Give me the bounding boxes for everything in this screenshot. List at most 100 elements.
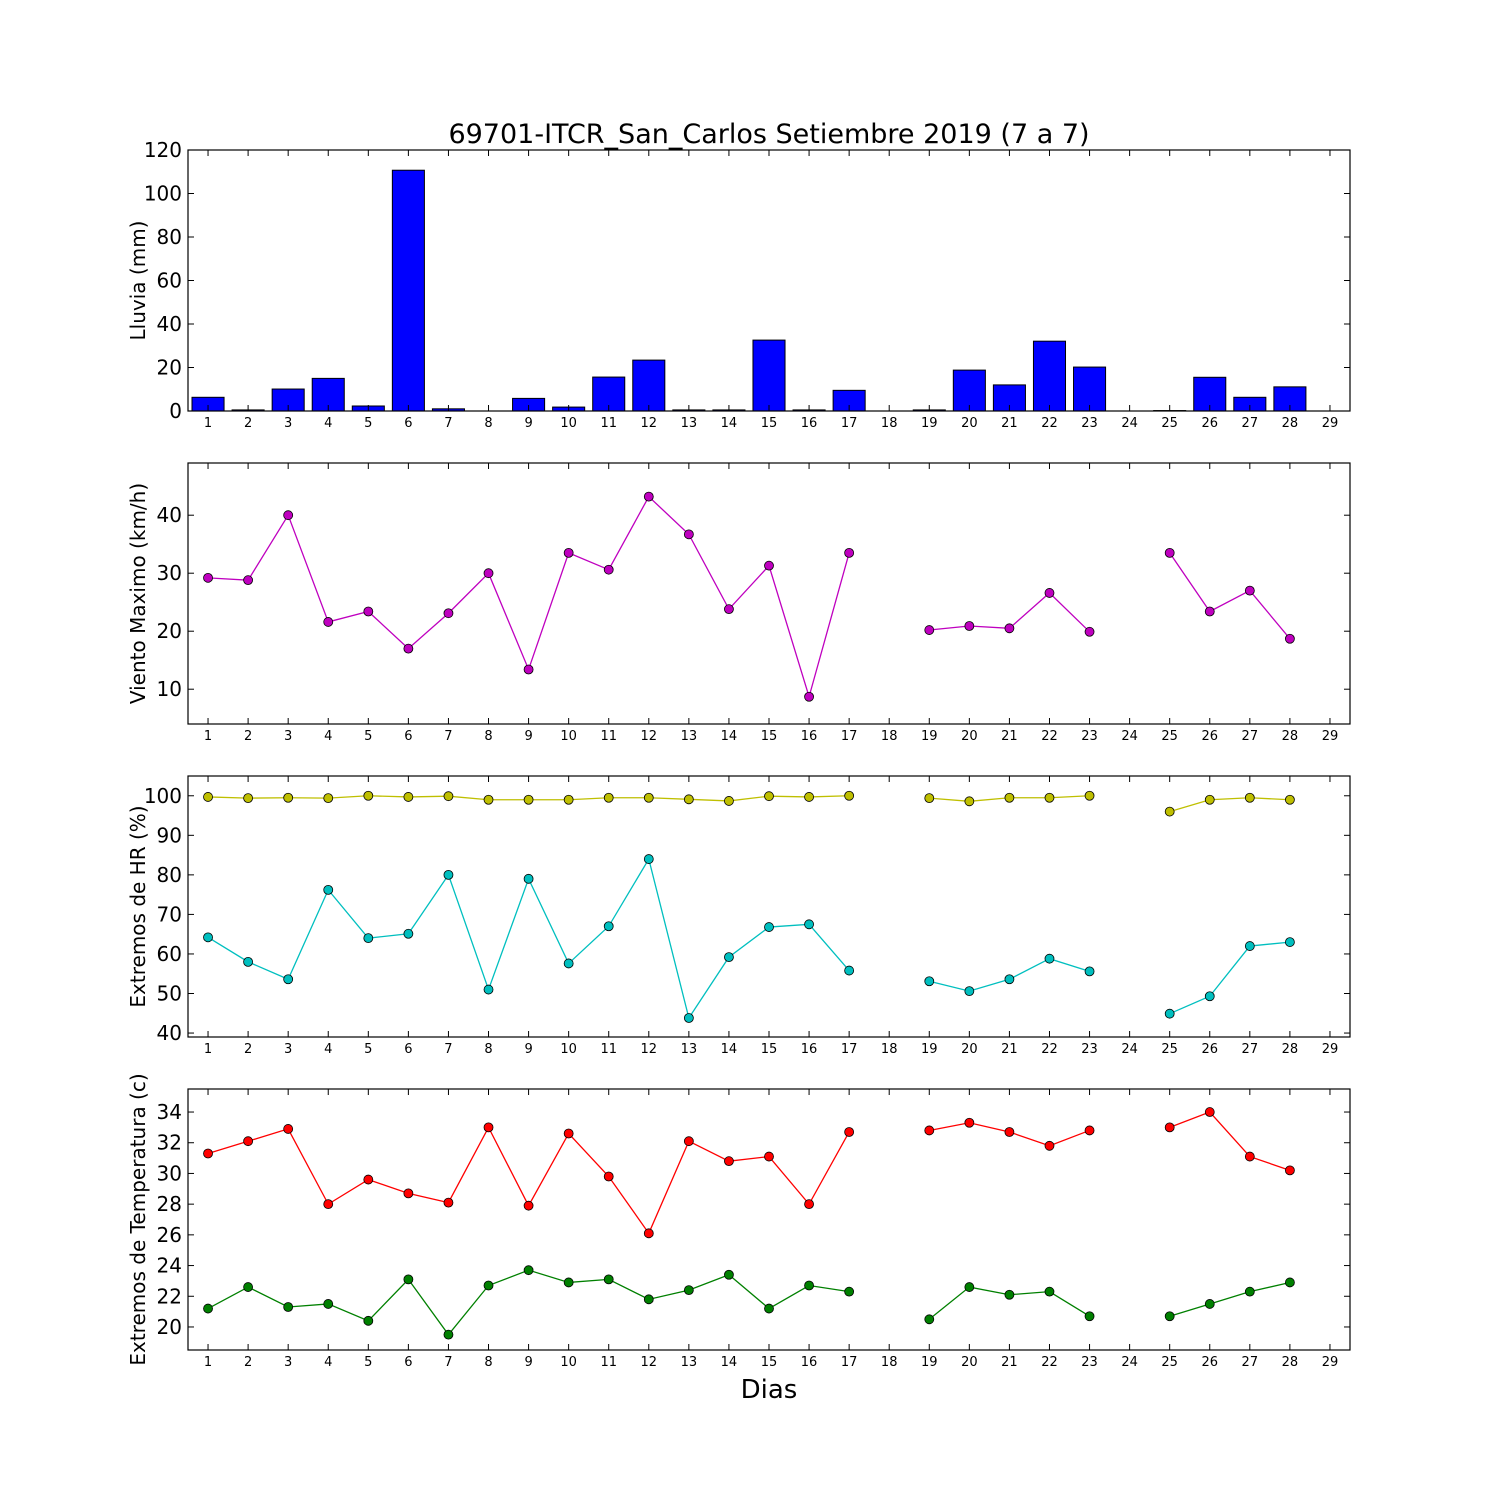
wind-xtick-label: 10 bbox=[560, 729, 577, 744]
rain-xtick-label: 5 bbox=[364, 416, 372, 431]
wind-xtick-label: 27 bbox=[1242, 729, 1259, 744]
wind-ylabel: Viento Maximo (km/h) bbox=[126, 483, 150, 704]
rain-xtick-label: 18 bbox=[881, 416, 898, 431]
wind-point bbox=[563, 548, 574, 558]
humidity-xtick-label: 11 bbox=[600, 1042, 617, 1057]
temperature-point bbox=[804, 1280, 814, 1291]
temperature-point bbox=[403, 1274, 414, 1285]
humidity-point bbox=[403, 928, 414, 939]
wind-xtick-label: 14 bbox=[721, 729, 738, 744]
wind-point bbox=[403, 643, 414, 654]
wind-point bbox=[924, 625, 935, 635]
rain-xtick-label: 27 bbox=[1242, 416, 1259, 431]
rain-xtick-label: 10 bbox=[560, 416, 577, 431]
wind-point bbox=[443, 608, 454, 619]
temperature-series-line bbox=[1169, 1281, 1291, 1317]
wind-point bbox=[724, 604, 734, 615]
temperature-series-line bbox=[207, 1125, 850, 1235]
temperature-point bbox=[804, 1199, 814, 1210]
temperature-point bbox=[363, 1174, 374, 1185]
temperature-point bbox=[323, 1299, 334, 1309]
temperature-point bbox=[643, 1294, 654, 1305]
humidity-ytick-label: 60 bbox=[157, 942, 182, 966]
temperature-point bbox=[523, 1265, 534, 1276]
humidity-xtick-label: 14 bbox=[721, 1042, 738, 1057]
wind-xtick-label: 16 bbox=[801, 729, 818, 744]
temperature-xtick-label: 2 bbox=[244, 1355, 252, 1370]
rain-ytick-label: 100 bbox=[144, 182, 182, 206]
rain-xtick-label: 3 bbox=[284, 416, 292, 431]
temperature-point bbox=[844, 1286, 855, 1297]
rain-xtick-label: 16 bbox=[801, 416, 818, 431]
rain-xtick-label: 17 bbox=[841, 416, 858, 431]
wind-xtick-label: 18 bbox=[881, 729, 898, 744]
wind-ytick-label: 30 bbox=[157, 561, 182, 585]
humidity-xtick-label: 28 bbox=[1282, 1042, 1299, 1057]
rain-bar bbox=[752, 339, 786, 412]
humidity-point bbox=[523, 873, 534, 884]
humidity-xtick-label: 8 bbox=[484, 1042, 492, 1057]
humidity-point bbox=[1004, 974, 1015, 985]
temperature-point bbox=[964, 1282, 975, 1292]
wind-xtick-label: 12 bbox=[641, 729, 658, 744]
wind-point bbox=[683, 529, 694, 540]
temperature-xtick-label: 4 bbox=[324, 1355, 332, 1370]
temperature-point bbox=[283, 1302, 294, 1312]
rain-bar bbox=[632, 359, 666, 412]
wind-xtick-label: 4 bbox=[324, 729, 332, 744]
wind-point bbox=[764, 560, 774, 571]
rain-ytick-label: 0 bbox=[169, 399, 182, 423]
humidity-point bbox=[643, 854, 654, 864]
humidity-xtick-label: 21 bbox=[1001, 1042, 1018, 1057]
wind-xtick-label: 20 bbox=[961, 729, 978, 744]
humidity-point bbox=[483, 984, 494, 995]
temperature-xtick-label: 16 bbox=[801, 1355, 818, 1370]
temperature-point bbox=[243, 1136, 254, 1147]
humidity-point bbox=[203, 792, 213, 802]
wind-point bbox=[1164, 548, 1175, 558]
humidity-point bbox=[844, 965, 855, 976]
rain-ylabel: Lluvia (mm) bbox=[126, 221, 150, 341]
temperature-xtick-label: 8 bbox=[484, 1355, 492, 1370]
wind-xtick-label: 5 bbox=[364, 729, 372, 744]
humidity-point bbox=[323, 884, 334, 895]
wind-xtick-label: 19 bbox=[921, 729, 938, 744]
rain-ytick-label: 80 bbox=[157, 225, 182, 249]
rain-xtick-label: 12 bbox=[641, 416, 658, 431]
temperature-point bbox=[764, 1151, 774, 1162]
humidity-xtick-label: 26 bbox=[1201, 1042, 1218, 1057]
wind-point bbox=[964, 621, 975, 631]
humidity-point bbox=[1284, 937, 1295, 947]
humidity-ytick-label: 40 bbox=[157, 1021, 182, 1045]
temperature-point bbox=[1284, 1277, 1295, 1288]
wind-ytick-label: 10 bbox=[157, 677, 182, 701]
wind-axes-frame bbox=[187, 462, 1351, 725]
temperature-point bbox=[563, 1128, 574, 1139]
humidity-point bbox=[323, 793, 334, 804]
wind-xtick-label: 15 bbox=[761, 729, 778, 744]
temperature-xtick-label: 18 bbox=[881, 1355, 898, 1370]
humidity-ytick-label: 100 bbox=[144, 784, 182, 808]
wind-point bbox=[523, 664, 534, 675]
humidity-ytick-label: 70 bbox=[157, 902, 182, 926]
temperature-point bbox=[1084, 1311, 1095, 1322]
wind-xtick-label: 25 bbox=[1161, 729, 1178, 744]
rain-ytick-label: 40 bbox=[157, 312, 182, 336]
wind-point bbox=[363, 606, 374, 617]
wind-xtick-label: 1 bbox=[204, 729, 212, 744]
temperature-point bbox=[483, 1122, 494, 1133]
temperature-point bbox=[603, 1171, 614, 1182]
temperature-xtick-label: 25 bbox=[1161, 1355, 1178, 1370]
wind-point bbox=[283, 510, 294, 521]
humidity-point bbox=[964, 986, 975, 997]
humidity-xtick-label: 10 bbox=[560, 1042, 577, 1057]
temperature-point bbox=[1044, 1140, 1055, 1151]
temperature-point bbox=[443, 1329, 454, 1340]
humidity-xtick-label: 29 bbox=[1322, 1042, 1339, 1057]
rain-xtick-label: 19 bbox=[921, 416, 938, 431]
temperature-xtick-label: 29 bbox=[1322, 1355, 1339, 1370]
temperature-point bbox=[683, 1136, 694, 1147]
humidity-point bbox=[1044, 953, 1055, 964]
